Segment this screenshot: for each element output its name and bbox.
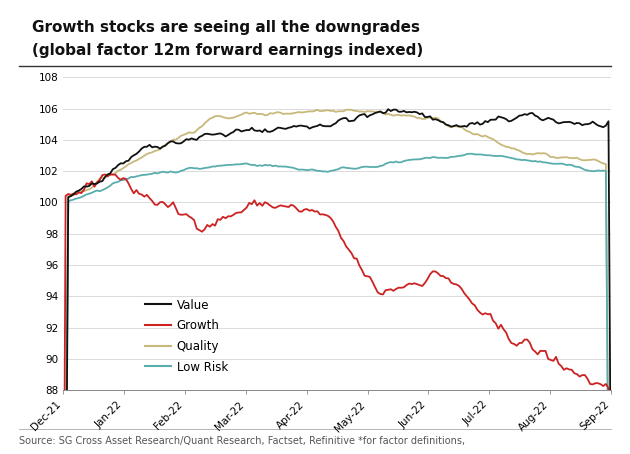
Text: Source: SG Cross Asset Research/Quant Research, Factset, Refinitive *for factor : Source: SG Cross Asset Research/Quant Re… — [19, 436, 465, 446]
Legend: Value, Growth, Quality, Low Risk: Value, Growth, Quality, Low Risk — [140, 294, 232, 378]
Text: Growth stocks are seeing all the downgrades: Growth stocks are seeing all the downgra… — [32, 20, 420, 35]
Text: (global factor 12m forward earnings indexed): (global factor 12m forward earnings inde… — [32, 43, 423, 58]
